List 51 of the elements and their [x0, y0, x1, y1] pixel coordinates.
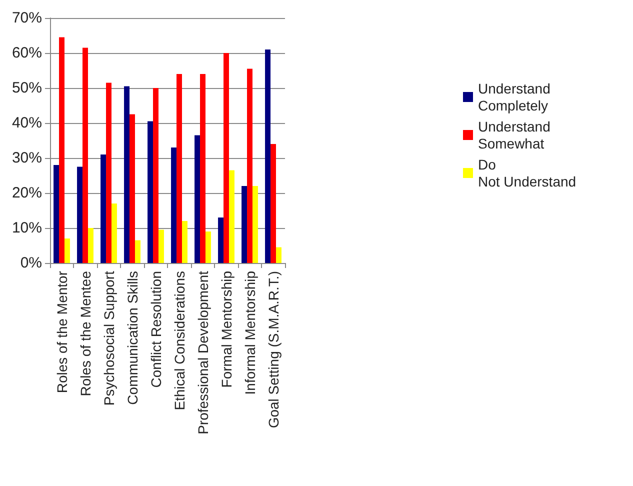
bar: [265, 50, 271, 263]
x-tick-label: Roles of the Mentor: [54, 270, 70, 394]
y-tick-label: 20%: [12, 184, 42, 202]
bar: [224, 53, 229, 263]
bar: [176, 74, 182, 263]
bar: [148, 121, 154, 263]
x-tick-label: Formal Mentorship: [218, 270, 234, 388]
bar: [54, 165, 60, 263]
bar: [88, 228, 94, 263]
legend-label: Understand Somewhat: [478, 118, 550, 152]
bar: [158, 230, 164, 263]
legend-label: Understand Completely: [478, 80, 550, 114]
bar: [100, 154, 106, 263]
bar: [252, 186, 258, 263]
bar: [276, 247, 282, 263]
bar: [77, 166, 83, 263]
bar: [182, 221, 188, 263]
bar: [111, 204, 117, 263]
bar: [130, 114, 135, 263]
y-tick-label: 30%: [12, 150, 42, 166]
y-tick-label: 60%: [12, 44, 42, 62]
legend-label: Do Not Understand: [478, 156, 576, 190]
bar: [247, 68, 252, 263]
x-tick-label: Goal Setting (S.M.A.R.T.): [265, 271, 282, 428]
bar: [59, 37, 64, 263]
bar: [64, 238, 70, 263]
bar: [194, 135, 200, 263]
x-tick-label: Psychosocial Support: [100, 270, 117, 406]
bar: [218, 218, 224, 263]
x-tick-label: Ethical Considerations: [171, 271, 188, 410]
bar: [242, 186, 248, 263]
x-tick-label: Informal Mentorship: [242, 270, 258, 395]
bar: [270, 144, 276, 263]
x-tick-label: Communication Skills: [124, 271, 140, 405]
y-tick-label: 50%: [12, 80, 42, 96]
x-tick-label: Conflict Resolution: [148, 271, 164, 388]
bar: [205, 232, 211, 263]
bar: [82, 48, 88, 263]
x-tick-label: Roles of the Mentee: [77, 270, 94, 396]
bar: [124, 86, 130, 263]
bar: [200, 74, 206, 263]
y-tick-label: 0%: [20, 254, 42, 272]
y-tick-label: 70%: [12, 10, 42, 26]
bar: [153, 88, 158, 263]
y-tick-label: 10%: [12, 220, 42, 236]
bar: [171, 148, 177, 263]
y-tick-label: 40%: [12, 114, 42, 132]
x-tick-label: Professional Development: [194, 270, 211, 434]
bar: [228, 170, 234, 263]
bar: [134, 240, 140, 263]
bar: [106, 82, 112, 263]
